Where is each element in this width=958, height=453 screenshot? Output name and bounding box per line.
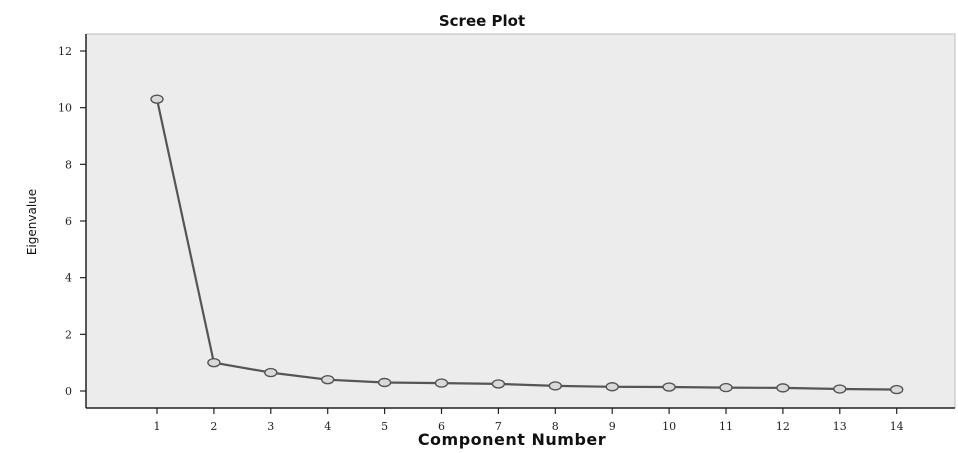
eigenvalue-point — [321, 374, 335, 385]
y-axis-ticks: 0 2 4 6 8 10 12 — [58, 45, 86, 398]
x-tick-label: 8 — [552, 420, 559, 433]
x-tick-label: 7 — [495, 420, 502, 433]
eigenvalue-markers — [150, 94, 904, 395]
eigenvalue-point — [605, 382, 619, 392]
eigenvalue-point — [150, 94, 164, 104]
x-tick-label: 14 — [890, 420, 904, 433]
eigenvalue-point — [434, 378, 449, 388]
eigenvalue-point — [548, 381, 562, 391]
x-tick-label: 11 — [719, 420, 733, 433]
eigenvalue-point — [377, 377, 392, 388]
y-tick-label: 8 — [65, 158, 72, 171]
x-axis-label: Component Number — [418, 430, 606, 449]
x-tick-label: 5 — [381, 420, 388, 433]
y-tick-label: 0 — [65, 385, 72, 398]
x-tick-label: 13 — [833, 420, 847, 433]
x-tick-label: 4 — [324, 420, 331, 433]
eigenvalue-point — [207, 357, 221, 368]
eigenvalue-point — [890, 384, 904, 395]
plot-area — [85, 33, 956, 409]
eigenvalue-series-line — [155, 98, 897, 391]
eigenvalue-point — [776, 383, 790, 393]
x-tick-label: 3 — [267, 420, 274, 433]
y-tick-label: 4 — [65, 272, 72, 285]
y-axis-label: Eigenvalue — [25, 189, 39, 255]
eigenvalue-point — [264, 367, 278, 378]
y-tick-label: 12 — [58, 45, 72, 58]
eigenvalue-point — [833, 384, 847, 394]
eigenvalue-point — [491, 379, 506, 389]
y-tick-label: 10 — [58, 102, 72, 115]
x-axis-ticks: 1 2 3 4 5 6 7 8 9 10 11 12 13 14 — [154, 408, 904, 433]
chart-title: Scree Plot — [439, 12, 525, 30]
x-tick-label: 9 — [609, 420, 616, 433]
y-tick-label: 6 — [65, 215, 72, 228]
eigenvalue-point — [662, 382, 676, 392]
x-tick-label: 6 — [438, 420, 445, 433]
y-tick-label: 2 — [65, 328, 72, 341]
x-tick-label: 2 — [210, 420, 217, 433]
x-tick-label: 12 — [776, 420, 790, 433]
x-tick-label: 10 — [662, 420, 676, 433]
eigenvalue-point — [719, 382, 733, 393]
x-tick-label: 1 — [154, 420, 161, 433]
